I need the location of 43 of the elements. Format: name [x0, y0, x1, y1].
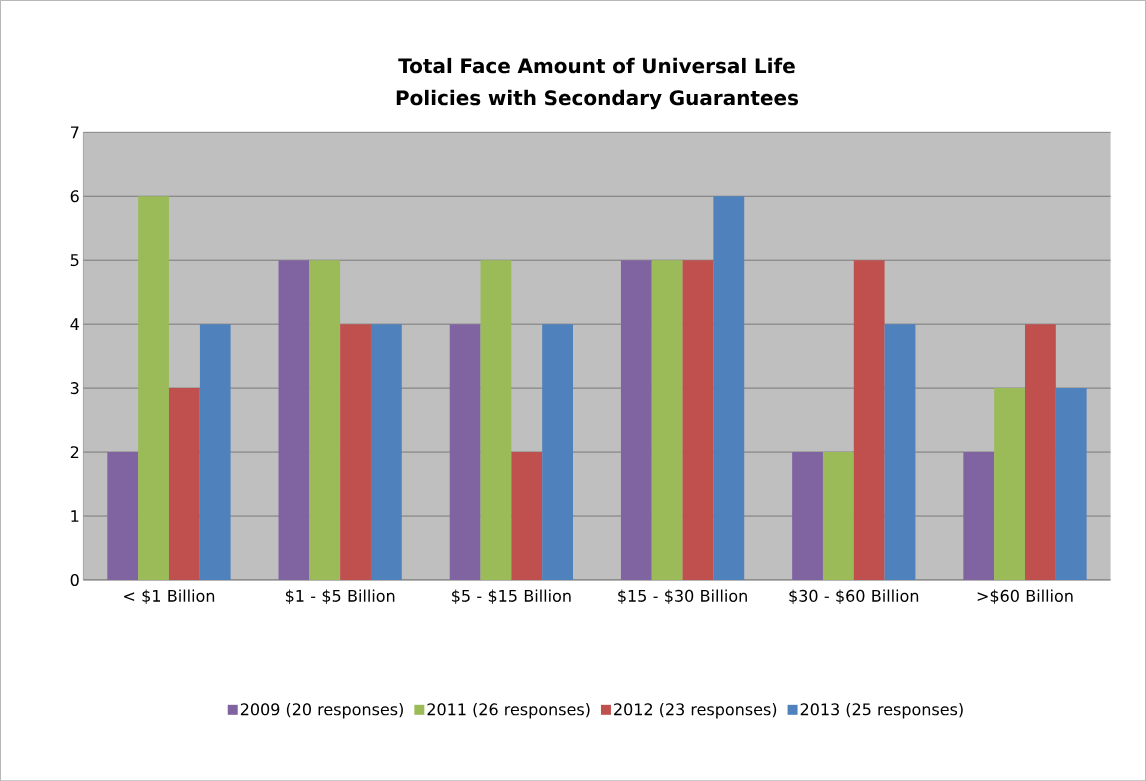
bar: [138, 196, 169, 580]
legend-label: 2011 (26 responses): [427, 702, 590, 719]
y-tick-label: 7: [70, 126, 79, 139]
bar: [107, 451, 139, 580]
bar: [480, 260, 512, 580]
y-tick-label: 4: [70, 318, 79, 330]
bar: [1055, 388, 1087, 580]
bar: [309, 260, 341, 580]
bar: [884, 324, 916, 580]
bar: [199, 324, 231, 580]
legend-label: 2013 (25 responses): [800, 702, 963, 719]
bar: [620, 260, 652, 580]
bar: [651, 260, 683, 580]
bar: [542, 324, 573, 580]
bar: [963, 451, 995, 580]
bar: [370, 324, 402, 580]
bar: [168, 388, 200, 580]
chart-title: Total Face Amount of Universal Life Policies with Secondary Guarantees: [396, 57, 799, 110]
y-tick-label: 2: [70, 446, 79, 458]
x-tick-label: < $1 Billion: [124, 589, 215, 604]
y-tick-label: 3: [70, 381, 79, 395]
bar: [682, 260, 714, 580]
y-tick-label: 0: [70, 573, 79, 586]
bar: [1024, 324, 1056, 580]
x-tick-label: >$60 Billion: [977, 589, 1073, 604]
bar: [792, 451, 823, 580]
bar: [853, 260, 885, 580]
x-tick-label: $15 - $30 Billion: [618, 589, 747, 604]
bar: [994, 388, 1025, 580]
bar: [511, 451, 543, 580]
legend-label: 2009 (20 responses): [240, 702, 403, 719]
x-tick-label: $30 - $60 Billion: [789, 589, 919, 604]
x-tick-label: $5 - $15 Billion: [452, 589, 571, 604]
y-tick-label: 5: [70, 254, 79, 267]
bar: [713, 196, 745, 580]
bar: [449, 324, 481, 580]
bar: [278, 260, 310, 580]
x-tick-label: $1 - $5 Billion: [285, 589, 395, 604]
y-tick-label: 6: [70, 190, 79, 203]
bar: [822, 451, 854, 580]
y-tick-label: 1: [71, 510, 79, 522]
legend-label: 2012 (23 responses): [614, 702, 777, 719]
bar: [340, 324, 371, 580]
